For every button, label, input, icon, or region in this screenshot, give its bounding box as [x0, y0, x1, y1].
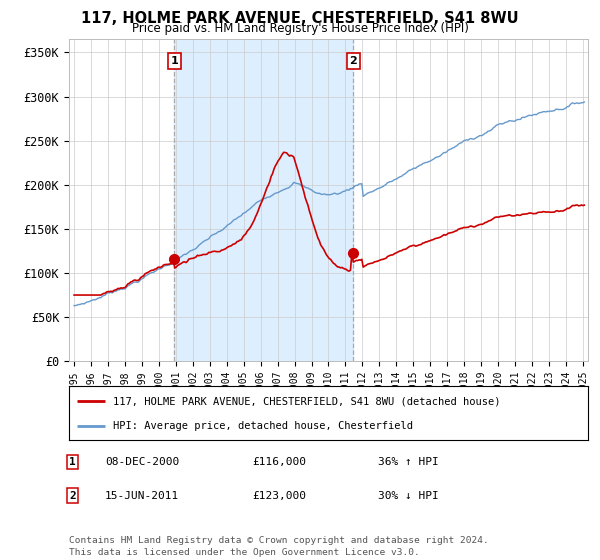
Text: 117, HOLME PARK AVENUE, CHESTERFIELD, S41 8WU (detached house): 117, HOLME PARK AVENUE, CHESTERFIELD, S4… — [113, 396, 500, 407]
Text: 1: 1 — [170, 56, 178, 66]
Text: 30% ↓ HPI: 30% ↓ HPI — [378, 491, 439, 501]
Text: £123,000: £123,000 — [252, 491, 306, 501]
Text: 117, HOLME PARK AVENUE, CHESTERFIELD, S41 8WU: 117, HOLME PARK AVENUE, CHESTERFIELD, S4… — [81, 11, 519, 26]
Text: £116,000: £116,000 — [252, 457, 306, 467]
Text: 15-JUN-2011: 15-JUN-2011 — [105, 491, 179, 501]
Bar — [175, 39, 353, 361]
Text: 2: 2 — [69, 491, 76, 501]
Text: Contains HM Land Registry data © Crown copyright and database right 2024.
This d: Contains HM Land Registry data © Crown c… — [69, 536, 489, 557]
Text: 08-DEC-2000: 08-DEC-2000 — [105, 457, 179, 467]
Text: HPI: Average price, detached house, Chesterfield: HPI: Average price, detached house, Ches… — [113, 421, 413, 431]
Text: 2: 2 — [349, 56, 357, 66]
Text: 36% ↑ HPI: 36% ↑ HPI — [378, 457, 439, 467]
Text: Price paid vs. HM Land Registry's House Price Index (HPI): Price paid vs. HM Land Registry's House … — [131, 22, 469, 35]
Text: 1: 1 — [69, 457, 76, 467]
